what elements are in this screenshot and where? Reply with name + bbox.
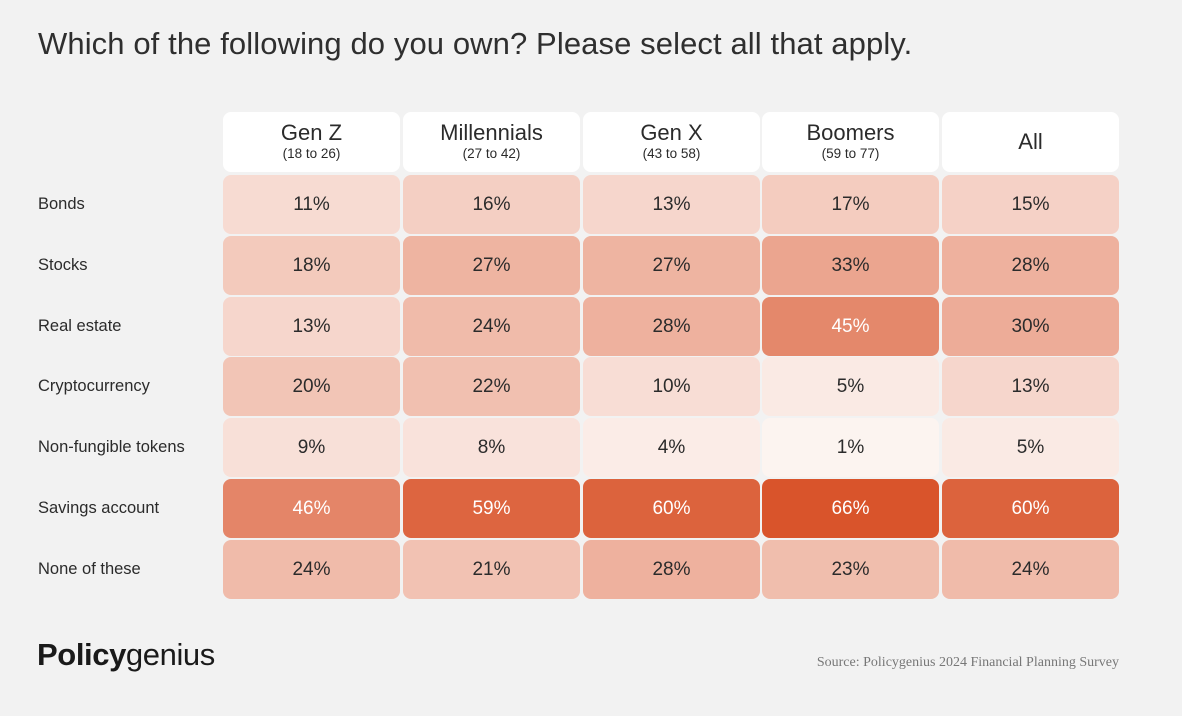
column-header-name: All — [1018, 129, 1043, 154]
column-header-range: (43 to 58) — [642, 146, 701, 161]
heatmap-cell: 10% — [583, 357, 760, 416]
heatmap-cell: 11% — [223, 175, 400, 234]
heatmap-cell: 13% — [223, 297, 400, 356]
row-label: Cryptocurrency — [38, 377, 150, 395]
column-header-name: Boomers — [806, 120, 895, 145]
row-label: Savings account — [38, 499, 160, 517]
heatmap-cell: 24% — [223, 540, 400, 599]
heatmap-cell: 13% — [583, 175, 760, 234]
chart-title: Which of the following do you own? Pleas… — [38, 26, 913, 61]
heatmap-cell: 22% — [403, 357, 580, 416]
column-header-name: Gen Z — [280, 120, 343, 145]
heatmap-cell: 5% — [942, 418, 1119, 477]
row-label: Real estate — [38, 317, 122, 335]
row-label: Non-fungible tokens — [38, 438, 185, 456]
column-header-name: Gen X — [640, 120, 703, 145]
column-header: Gen X (43 to 58) — [583, 112, 760, 172]
logo-regular-part: genius — [125, 637, 215, 672]
source-note: Source: Policygenius 2024 Financial Plan… — [816, 655, 1119, 670]
heatmap-cell: 45% — [762, 297, 939, 356]
column-header: Millennials (27 to 42) — [403, 112, 580, 172]
heatmap-cell: 66% — [762, 479, 939, 538]
row-label: Bonds — [38, 195, 85, 213]
heatmap-cell: 8% — [403, 418, 580, 477]
heatmap-cell: 21% — [403, 540, 580, 599]
heatmap-cell: 28% — [583, 540, 760, 599]
heatmap-cell: 23% — [762, 540, 939, 599]
row-label: Stocks — [38, 256, 88, 274]
heatmap-cell: 5% — [762, 357, 939, 416]
heatmap-cell: 28% — [942, 236, 1119, 295]
heatmap-cell: 17% — [762, 175, 939, 234]
heatmap-cell: 33% — [762, 236, 939, 295]
column-header: Gen Z (18 to 26) — [223, 112, 400, 172]
heatmap-cell: 30% — [942, 297, 1119, 356]
row-label: None of these — [38, 560, 141, 578]
heatmap-cell: 4% — [583, 418, 760, 477]
heatmap-cell: 15% — [942, 175, 1119, 234]
heatmap-cell: 20% — [223, 357, 400, 416]
heatmap-cell: 18% — [223, 236, 400, 295]
heatmap-cell: 59% — [403, 479, 580, 538]
column-header-range: (18 to 26) — [282, 146, 341, 161]
column-header: All — [942, 112, 1119, 172]
heatmap-cell: 60% — [942, 479, 1119, 538]
heatmap-cell: 24% — [403, 297, 580, 356]
column-header: Boomers (59 to 77) — [762, 112, 939, 172]
heatmap-cell: 16% — [403, 175, 580, 234]
heatmap-cell: 27% — [583, 236, 760, 295]
heatmap-cell: 46% — [223, 479, 400, 538]
column-header-range: (27 to 42) — [462, 146, 521, 161]
heatmap-cell: 1% — [762, 418, 939, 477]
heatmap-cell: 13% — [942, 357, 1119, 416]
heatmap-cell: 27% — [403, 236, 580, 295]
heatmap-cell: 60% — [583, 479, 760, 538]
heatmap-cell: 28% — [583, 297, 760, 356]
column-header-name: Millennials — [440, 120, 543, 145]
heatmap-cell: 24% — [942, 540, 1119, 599]
column-header-range: (59 to 77) — [821, 146, 880, 161]
heatmap-cell: 9% — [223, 418, 400, 477]
policygenius-logo: Policygenius — [37, 637, 215, 673]
logo-bold-part: Policy — [37, 637, 126, 672]
